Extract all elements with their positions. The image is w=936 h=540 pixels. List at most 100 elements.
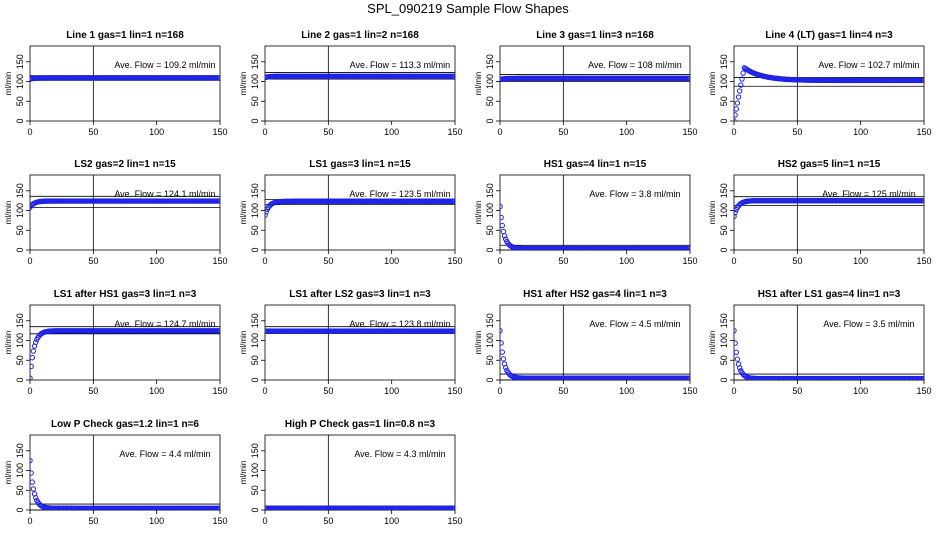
x-tick-label: 0 [731, 386, 736, 396]
y-tick-label: 50 [485, 355, 495, 365]
panel-title: HS1 after LS1 gas=4 lin=1 n=3 [758, 289, 901, 300]
panel-title: Line 4 (LT) gas=1 lin=4 n=3 [765, 30, 893, 41]
y-tick-label: 50 [15, 96, 25, 106]
x-tick-label: 150 [916, 127, 931, 137]
data-points [734, 65, 924, 121]
x-tick-label: 50 [792, 127, 802, 137]
data-points [500, 327, 690, 380]
panel-title: LS1 gas=3 lin=1 n=15 [309, 159, 411, 170]
data-point [734, 213, 737, 220]
x-tick-label: 0 [27, 516, 32, 526]
y-tick-label: 50 [485, 225, 495, 235]
flow-panel-10: LS1 after LS2 gas=3 lin=1 n=3 Ave. Flow =… [239, 289, 463, 396]
y-tick-label: 0 [719, 377, 729, 382]
data-point [30, 457, 33, 464]
plot-frame [29, 174, 221, 251]
flow-panel-4: Line 4 (LT) gas=1 lin=4 n=3 Ave. Flow = 1… [708, 30, 932, 137]
flow-panel-2: Line 2 gas=1 lin=2 n=168 Ave. Flow = 113.… [239, 30, 463, 137]
y-axis-label: ml/min [4, 72, 13, 96]
x-tick-label: 0 [262, 127, 267, 137]
average-flow-label: Ave. Flow = 108 ml/min [588, 60, 682, 70]
y-axis-label: ml/min [239, 331, 248, 355]
x-tick-label: 150 [682, 256, 697, 266]
flow-panel-3: Line 3 gas=1 lin=3 n=168 Ave. Flow = 108 … [474, 30, 698, 137]
data-point [500, 327, 503, 334]
data-point [734, 327, 737, 334]
x-tick-label: 100 [619, 386, 634, 396]
y-axis-label: ml/min [474, 72, 483, 96]
data-points [265, 505, 455, 510]
y-tick-label: 100 [250, 333, 260, 348]
data-points [265, 328, 455, 334]
data-point [33, 339, 39, 346]
x-tick-label: 150 [916, 256, 931, 266]
flow-panel-12: HS1 after LS1 gas=4 lin=1 n=3 Ave. Flow =… [708, 289, 932, 396]
x-tick-label: 150 [447, 127, 462, 137]
panel-title: HS2 gas=5 lin=1 n=15 [778, 159, 881, 170]
x-tick-label: 150 [682, 386, 697, 396]
data-point [500, 228, 507, 235]
y-tick-label: 0 [485, 118, 495, 123]
y-axis-label: ml/min [708, 201, 717, 225]
data-point [30, 470, 34, 476]
data-point [738, 82, 744, 88]
x-tick-label: 50 [558, 256, 568, 266]
y-tick-label: 50 [250, 485, 260, 495]
y-axis-label: ml/min [239, 201, 248, 225]
y-tick-label: 100 [250, 203, 260, 218]
panel-title: LS1 after HS1 gas=3 lin=1 n=3 [54, 289, 197, 300]
data-point [734, 112, 738, 118]
x-tick-label: 0 [731, 127, 736, 137]
average-flow-label: Ave. Flow = 4.4 ml/min [119, 449, 210, 459]
average-flow-label: Ave. Flow = 109.2 ml/min [114, 60, 215, 70]
y-tick-label: 100 [15, 463, 25, 478]
data-points [265, 198, 455, 218]
data-point [500, 222, 505, 229]
average-flow-label: Ave. Flow = 4.5 ml/min [589, 319, 680, 329]
data-point [920, 375, 924, 380]
plot-frame [264, 304, 456, 381]
x-tick-label: 100 [853, 386, 868, 396]
x-tick-label: 150 [447, 516, 462, 526]
x-tick-label: 50 [88, 516, 98, 526]
y-axis-label: ml/min [708, 331, 717, 355]
x-tick-label: 150 [212, 256, 227, 266]
data-points [265, 73, 455, 81]
y-axis-label: ml/min [239, 461, 248, 485]
x-tick-label: 50 [88, 127, 98, 137]
x-tick-label: 0 [497, 386, 502, 396]
y-tick-label: 100 [15, 203, 25, 218]
y-tick-label: 100 [15, 74, 25, 89]
y-axis-label: ml/min [474, 201, 483, 225]
x-tick-label: 100 [384, 256, 399, 266]
data-point [686, 75, 690, 82]
x-tick-label: 0 [497, 256, 502, 266]
y-tick-label: 50 [719, 96, 729, 106]
average-flow-label: Ave. Flow = 123.8 ml/min [349, 319, 450, 329]
panel-title: LS1 after LS2 gas=3 lin=1 n=3 [289, 289, 431, 300]
data-point [734, 340, 738, 346]
data-point [216, 75, 220, 81]
x-tick-label: 100 [149, 127, 164, 137]
x-tick-label: 150 [212, 127, 227, 137]
plot-frame [264, 434, 456, 511]
data-point [737, 365, 743, 371]
average-flow-label: Ave. Flow = 113.3 ml/min [350, 60, 450, 70]
y-tick-label: 100 [250, 463, 260, 478]
page-title: SPL_090219 Sample Flow Shapes [367, 1, 569, 16]
x-tick-label: 0 [27, 256, 32, 266]
panel-title: Line 2 gas=1 lin=2 n=168 [301, 30, 419, 41]
y-tick-label: 0 [15, 377, 25, 382]
data-point [30, 479, 35, 485]
flow-panel-13: Low P Check gas=1.2 lin=1 n=6 Ave. Flow =… [4, 419, 228, 526]
y-tick-label: 100 [719, 74, 729, 89]
data-point [216, 505, 220, 510]
y-tick-label: 50 [719, 355, 729, 365]
x-tick-label: 100 [619, 127, 634, 137]
y-tick-label: 100 [250, 74, 260, 89]
data-point [686, 375, 690, 380]
data-point [30, 348, 37, 354]
y-tick-label: 0 [719, 118, 729, 123]
average-flow-label: Ave. Flow = 124.7 ml/min [114, 319, 215, 329]
plot-frame [733, 174, 925, 251]
